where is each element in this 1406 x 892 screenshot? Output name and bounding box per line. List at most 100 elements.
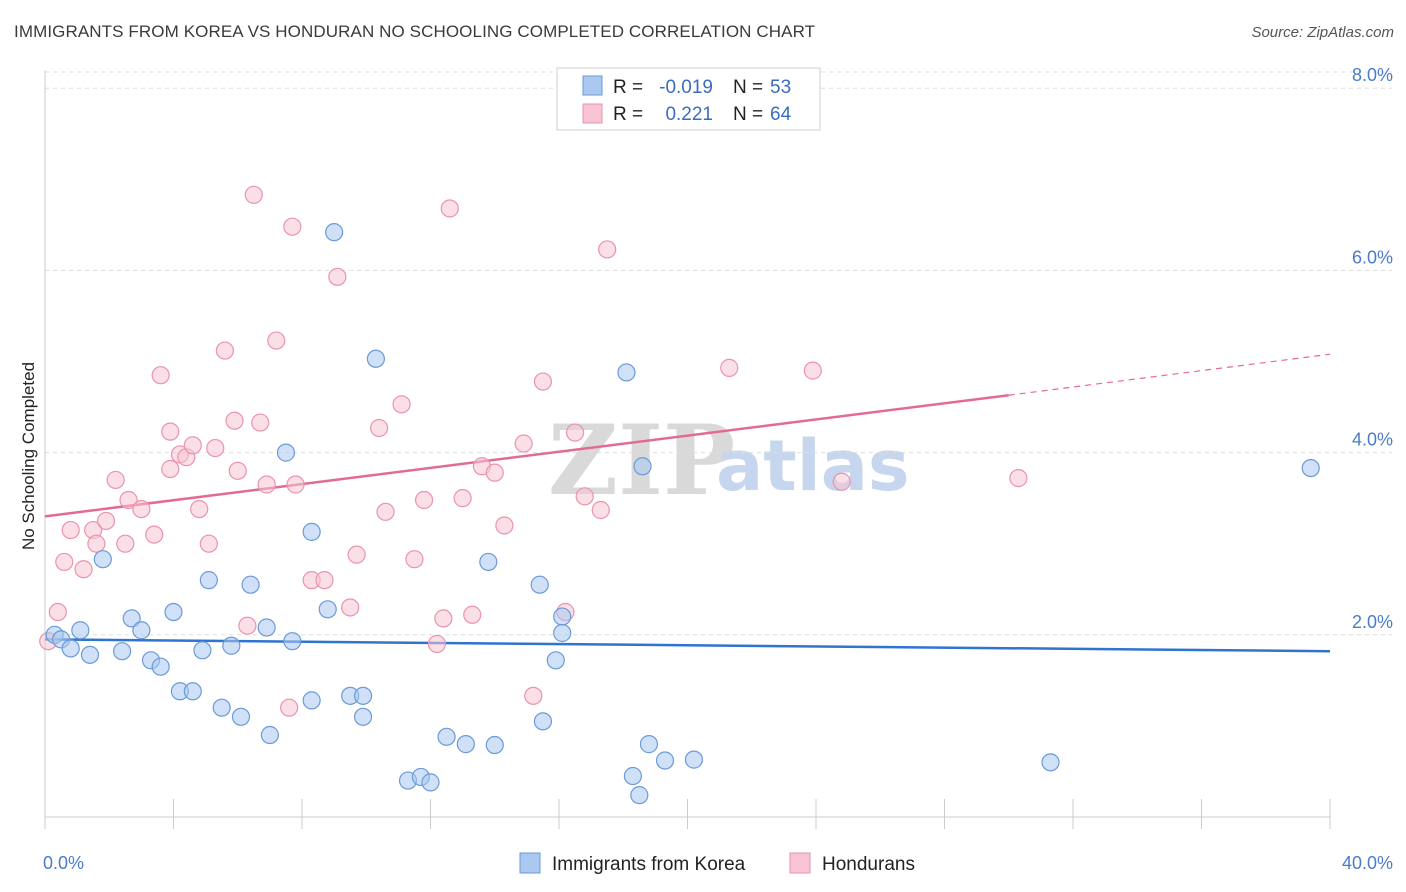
korea-point <box>485 735 504 755</box>
honduras-point <box>514 434 533 453</box>
honduras-point <box>495 516 514 535</box>
korea-point <box>112 642 132 661</box>
honduras-point <box>286 475 305 494</box>
korea-point <box>421 773 440 792</box>
series-legend-swatch-honduras <box>789 852 811 874</box>
korea-point <box>183 682 202 701</box>
korea-point <box>302 522 321 541</box>
series-legend: Immigrants from Korea Hondurans <box>519 852 915 875</box>
y-tick-label: 4.0% <box>1352 430 1393 450</box>
honduras-point <box>370 418 389 438</box>
x-tick-label-min: 0.0% <box>43 853 84 873</box>
korea-point <box>61 639 80 658</box>
korea-point <box>655 751 675 770</box>
chart-title: IMMIGRANTS FROM KOREA VS HONDURAN NO SCH… <box>14 22 816 41</box>
honduras-point <box>106 470 125 490</box>
korea-point <box>1301 458 1320 478</box>
source-credit: Source: ZipAtlas.com <box>1251 24 1394 41</box>
honduras-point <box>315 571 334 590</box>
legend-korea-r-value: -0.019 <box>659 77 713 98</box>
korea-point <box>260 725 279 745</box>
korea-point <box>479 552 498 572</box>
honduras-point <box>440 199 459 218</box>
legend-korea-n-label: N = <box>733 77 763 98</box>
honduras-point <box>524 686 543 705</box>
series-legend-swatch-korea <box>519 852 541 874</box>
korea-point <box>222 636 241 655</box>
korea-point <box>353 707 373 726</box>
korea-point <box>530 575 549 594</box>
korea-point <box>151 657 170 676</box>
honduras-point <box>161 459 180 479</box>
honduras-point <box>206 438 225 458</box>
korea-point <box>553 607 572 626</box>
korea-point <box>122 609 141 628</box>
korea-point <box>366 349 385 368</box>
korea-point <box>80 645 100 664</box>
honduras-point <box>151 366 170 385</box>
honduras-point <box>453 489 472 508</box>
korea-point <box>132 621 151 640</box>
honduras-point <box>251 413 270 432</box>
y-tick-label: 6.0% <box>1352 247 1393 267</box>
legend-honduras-r-label: R = <box>613 104 643 125</box>
honduras-point <box>119 490 138 510</box>
stats-legend: R = -0.019 N = 53 R = 0.221 N = 64 <box>556 67 821 131</box>
y-axis-title: No Schooling Completed <box>19 362 38 550</box>
legend-honduras-n-label: N = <box>733 104 763 125</box>
honduras-point <box>533 372 553 391</box>
honduras-point <box>1009 469 1028 488</box>
series-legend-label-honduras: Hondurans <box>822 854 915 875</box>
korea-point <box>437 727 456 746</box>
korea-point <box>231 707 251 726</box>
honduras-point <box>598 240 617 259</box>
honduras-point <box>283 217 302 236</box>
honduras-point <box>720 358 739 377</box>
honduras-point <box>485 463 504 482</box>
honduras-trend-line <box>44 393 1009 518</box>
honduras-point <box>328 267 347 286</box>
honduras-point <box>832 472 851 491</box>
honduras-point <box>48 602 67 622</box>
honduras-point <box>414 490 434 510</box>
honduras-point <box>74 560 93 579</box>
honduras-point <box>132 499 151 519</box>
honduras-point <box>238 616 257 635</box>
korea-point <box>630 786 649 805</box>
legend-swatch-honduras <box>582 103 603 124</box>
korea-point <box>302 691 321 710</box>
korea-point <box>1041 753 1060 772</box>
honduras-point <box>267 331 286 350</box>
korea-point <box>199 571 218 590</box>
honduras-point <box>183 436 202 455</box>
legend-korea-r-label: R = <box>613 77 643 98</box>
honduras-point <box>257 475 276 494</box>
honduras-point <box>116 534 135 553</box>
korea-point <box>456 735 475 754</box>
legend-honduras-n-value: 64 <box>770 104 792 125</box>
honduras-point <box>575 487 594 506</box>
honduras-point <box>591 500 610 520</box>
honduras-point <box>565 423 585 442</box>
honduras-point <box>341 598 360 617</box>
x-tick-label-max: 40.0% <box>1342 853 1393 873</box>
korea-point <box>193 641 212 660</box>
honduras-point <box>376 502 395 521</box>
honduras-point <box>96 511 116 531</box>
korea-point <box>553 623 572 643</box>
korea-trend-line <box>44 638 1331 653</box>
honduras-point <box>244 185 263 204</box>
korea-point <box>639 735 659 754</box>
korea-point <box>353 686 373 705</box>
korea-point <box>283 632 302 651</box>
points-layer <box>39 74 1320 805</box>
honduras-point <box>427 634 447 654</box>
series-legend-label-korea: Immigrants from Korea <box>552 854 746 875</box>
honduras-point <box>405 550 424 569</box>
korea-point <box>533 712 553 731</box>
trend-layer <box>44 353 1331 653</box>
honduras-point <box>55 552 74 572</box>
y-tick-label: 8.0% <box>1352 65 1393 85</box>
honduras-point <box>61 520 80 540</box>
